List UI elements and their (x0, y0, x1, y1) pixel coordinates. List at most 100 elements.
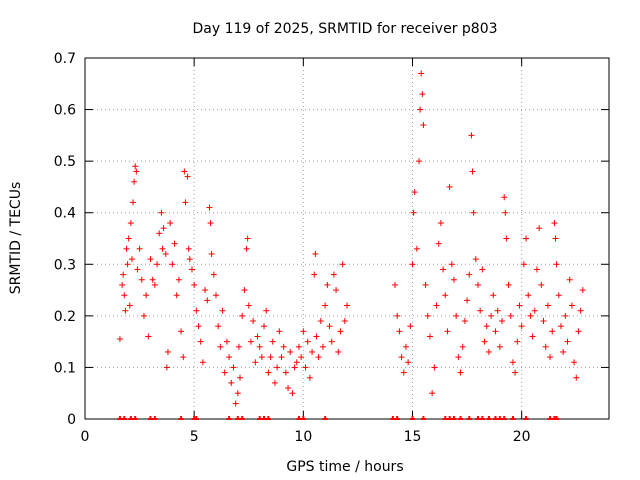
x-tick-label: 0 (81, 429, 90, 445)
data-point (464, 297, 471, 304)
data-point (328, 338, 335, 345)
data-point (243, 245, 250, 252)
data-point (230, 364, 237, 371)
zero-marker (394, 416, 400, 420)
y-tick-label: 0.4 (54, 206, 76, 222)
zero-marker (178, 416, 184, 420)
data-point (562, 312, 569, 319)
data-point (547, 354, 554, 361)
zero-marker (296, 416, 302, 420)
data-point (123, 245, 130, 252)
data-point (169, 261, 176, 268)
data-point (424, 312, 431, 319)
data-point (244, 235, 251, 242)
data-point (245, 302, 252, 309)
x-tick-label: 5 (190, 429, 199, 445)
data-point (422, 281, 429, 288)
zero-marker (257, 416, 263, 420)
data-point (396, 328, 403, 335)
data-point (333, 287, 340, 294)
data-point (419, 91, 426, 98)
data-point (488, 312, 495, 319)
data-point (171, 240, 178, 247)
data-point (289, 390, 296, 397)
data-point (223, 338, 230, 345)
data-point (186, 256, 193, 263)
data-point (503, 235, 510, 242)
plot-frame (84, 57, 610, 420)
data-point (475, 281, 481, 288)
data-point (247, 338, 254, 345)
data-point (136, 245, 143, 252)
data-point (140, 312, 147, 319)
data-point (258, 354, 265, 361)
data-point (302, 364, 309, 371)
data-point (149, 276, 156, 283)
data-point (185, 245, 192, 252)
data-point (499, 318, 506, 325)
data-point (516, 302, 523, 309)
data-point (420, 122, 427, 129)
zero-marker (226, 416, 232, 420)
data-point (431, 364, 438, 371)
data-point (197, 338, 204, 345)
x-tick-label: 15 (404, 429, 422, 445)
y-tick-label: 0 (67, 412, 76, 428)
data-point (566, 276, 573, 283)
zero-marker (501, 416, 507, 420)
data-point (455, 354, 462, 361)
data-point (234, 390, 241, 397)
data-point (402, 343, 409, 350)
data-point (256, 343, 263, 350)
data-point (134, 266, 141, 273)
x-tick-label: 20 (513, 429, 531, 445)
data-point (228, 379, 235, 386)
data-point (254, 333, 261, 340)
data-point (466, 271, 473, 278)
data-point (341, 318, 348, 325)
data-point (127, 220, 134, 227)
y-tick-label: 0.3 (54, 257, 76, 273)
data-point (306, 374, 313, 381)
data-point (319, 343, 326, 350)
data-point (505, 281, 512, 288)
zero-marker (554, 416, 560, 420)
data-point (160, 225, 167, 232)
data-point (252, 359, 259, 366)
data-point (324, 281, 331, 288)
data-point (469, 168, 476, 175)
data-point (210, 271, 217, 278)
data-point (131, 178, 138, 185)
zero-marker (128, 416, 134, 420)
data-point (178, 328, 185, 335)
data-point (184, 173, 191, 180)
zero-marker (390, 416, 396, 420)
data-point (400, 369, 407, 376)
data-point (429, 390, 436, 397)
data-point (221, 369, 228, 376)
data-point (180, 354, 187, 361)
data-point (410, 209, 417, 216)
data-points (116, 70, 586, 420)
data-point (304, 338, 311, 345)
data-point (507, 312, 514, 319)
data-point (502, 209, 509, 216)
data-point (575, 328, 582, 335)
data-point (579, 287, 586, 294)
data-point (298, 354, 305, 361)
data-point (326, 323, 333, 330)
data-point (208, 250, 215, 257)
data-point (337, 328, 344, 335)
data-point (509, 359, 516, 366)
data-point (437, 220, 444, 227)
data-point (533, 266, 540, 273)
data-point (145, 333, 152, 340)
y-tick-label: 0.6 (54, 103, 76, 119)
data-point (394, 312, 401, 319)
zero-marker (322, 416, 328, 420)
data-point (544, 302, 551, 309)
data-point (542, 343, 549, 350)
data-point (291, 364, 298, 371)
zero-marker (442, 416, 448, 420)
